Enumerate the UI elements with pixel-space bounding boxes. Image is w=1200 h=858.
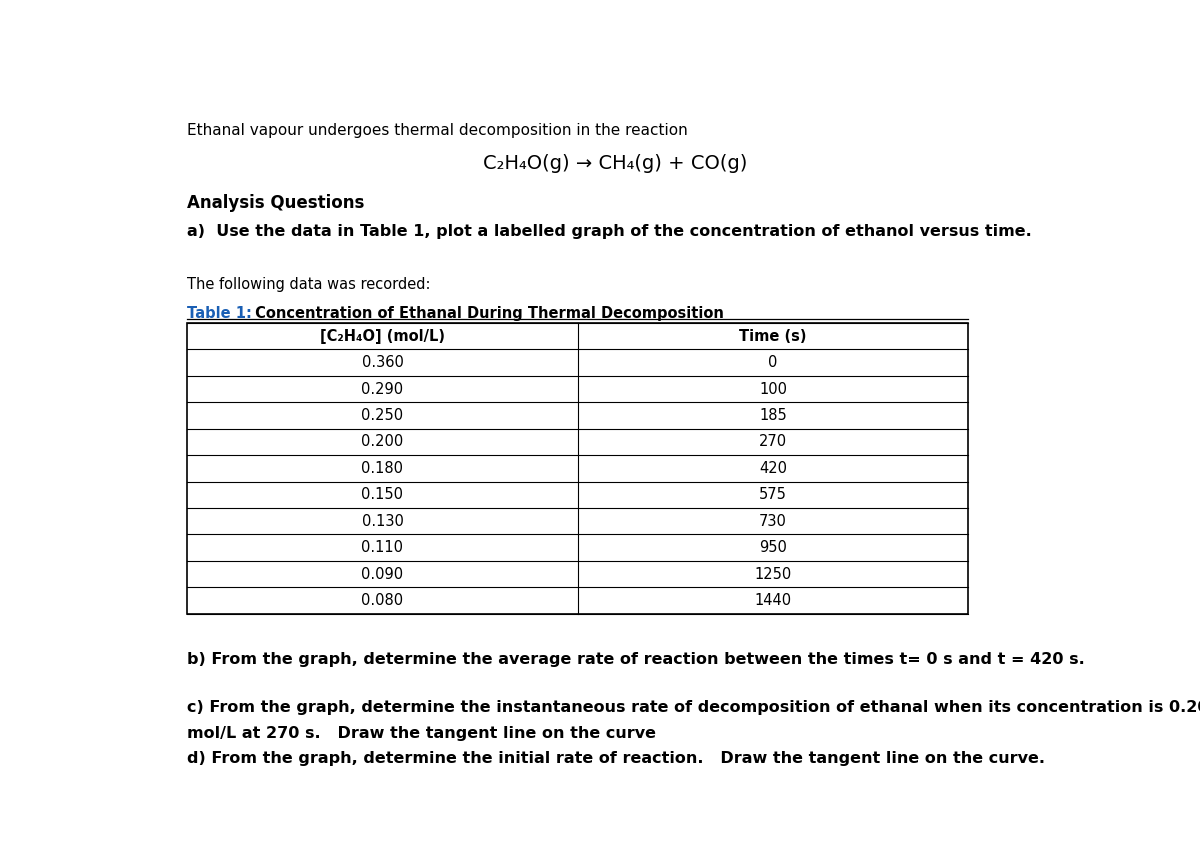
Text: b) From the graph, determine the average rate of reaction between the times t= 0: b) From the graph, determine the average… [187, 652, 1085, 667]
Text: 0.110: 0.110 [361, 540, 403, 555]
Text: 1250: 1250 [755, 566, 792, 582]
Text: Ethanal vapour undergoes thermal decomposition in the reaction: Ethanal vapour undergoes thermal decompo… [187, 123, 688, 138]
Text: C₂H₄O(g) → CH₄(g) + CO(g): C₂H₄O(g) → CH₄(g) + CO(g) [482, 154, 748, 173]
Text: Concentration of Ethanal During Thermal Decomposition: Concentration of Ethanal During Thermal … [251, 305, 725, 321]
Text: [C₂H₄O] (mol/L): [C₂H₄O] (mol/L) [320, 329, 445, 344]
Text: 0.360: 0.360 [361, 355, 403, 370]
Text: 1440: 1440 [755, 593, 792, 608]
Text: The following data was recorded:: The following data was recorded: [187, 277, 431, 292]
Text: d) From the graph, determine the initial rate of reaction.   Draw the tangent li: d) From the graph, determine the initial… [187, 751, 1045, 766]
Text: 575: 575 [760, 487, 787, 502]
Text: 100: 100 [760, 382, 787, 396]
Text: 270: 270 [760, 434, 787, 450]
Text: c) From the graph, determine the instantaneous rate of decomposition of ethanal : c) From the graph, determine the instant… [187, 699, 1200, 715]
Text: 0.150: 0.150 [361, 487, 403, 502]
Bar [187, 323, 968, 613]
Text: 0: 0 [768, 355, 778, 370]
Text: 185: 185 [760, 408, 787, 423]
Text: 0.130: 0.130 [361, 514, 403, 529]
Text: 0.180: 0.180 [361, 461, 403, 476]
Text: Table 1:: Table 1: [187, 305, 252, 321]
Text: 0.250: 0.250 [361, 408, 403, 423]
Text: a)  Use the data in Table 1, plot a labelled graph of the concentration of ethan: a) Use the data in Table 1, plot a label… [187, 224, 1032, 239]
Text: 0.200: 0.200 [361, 434, 403, 450]
Text: mol/L at 270 s.   Draw the tangent line on the curve: mol/L at 270 s. Draw the tangent line on… [187, 726, 656, 741]
Text: 420: 420 [760, 461, 787, 476]
Text: Analysis Questions: Analysis Questions [187, 194, 365, 212]
Text: 0.090: 0.090 [361, 566, 403, 582]
Text: Time (s): Time (s) [739, 329, 806, 344]
Text: 730: 730 [760, 514, 787, 529]
Text: 0.080: 0.080 [361, 593, 403, 608]
Text: 0.290: 0.290 [361, 382, 403, 396]
Text: 950: 950 [760, 540, 787, 555]
